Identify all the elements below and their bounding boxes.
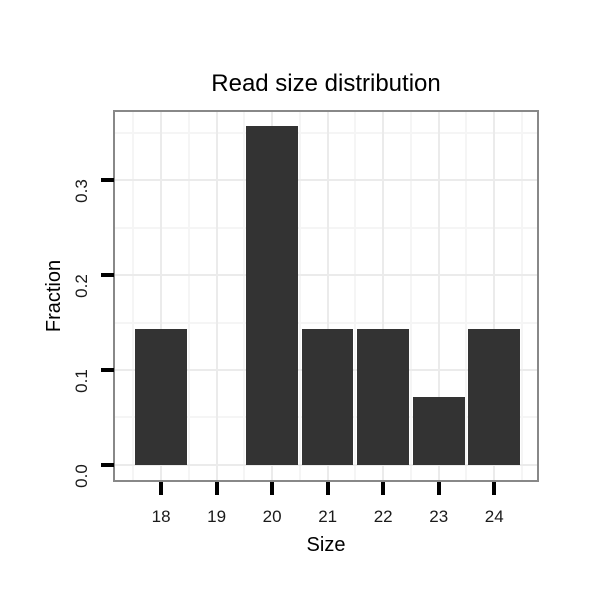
y-gridline-major [115,274,537,277]
x-tick-21 [325,482,330,495]
y-gridline-minor [115,131,537,134]
x-gridline-minor [243,112,246,480]
x-gridline-minor [521,112,523,480]
x-gridline-major [382,112,385,480]
bar-24 [468,329,521,465]
x-gridline-minor [132,112,135,480]
x-gridline-major [493,112,496,480]
bar-21 [301,329,354,465]
bar-18 [135,329,187,465]
x-gridline-major [326,112,329,480]
x-tick-label-23: 23 [429,507,449,526]
x-tick-label-18: 18 [151,507,171,526]
plot-panel [113,110,539,482]
x-axis-label: Size [306,534,346,556]
x-gridline-minor [298,112,301,480]
x-tick-24 [492,482,497,495]
x-tick-label-24: 24 [484,507,504,526]
x-tick-label-21: 21 [318,507,338,526]
x-gridline-minor [187,112,190,480]
y-tick-0.0 [101,462,114,467]
x-gridline-minor [354,112,357,480]
x-tick-18 [159,482,164,495]
x-gridline-minor [409,112,412,480]
y-gridline-minor [115,226,537,229]
y-tick-label-0.1: 0.1 [72,369,91,393]
x-tick-20 [270,482,275,495]
y-tick-0.1 [101,367,114,372]
x-tick-label-22: 22 [373,507,393,526]
y-axis-label: Fraction [43,259,65,333]
y-gridline-major [115,179,537,182]
bar-23 [412,397,465,465]
y-tick-0.3 [101,178,114,183]
y-gridline-major [115,463,537,466]
y-tick-label-0.2: 0.2 [72,274,91,298]
x-tick-label-19: 19 [207,507,227,526]
y-tick-label-0.3: 0.3 [72,179,91,204]
x-gridline-major [215,112,218,480]
x-tick-19 [214,482,219,495]
x-tick-label-20: 20 [262,507,282,526]
x-gridline-major [160,112,163,480]
y-tick-label-0.0: 0.0 [72,464,91,488]
chart-title: Read size distribution [211,70,441,97]
bar-20 [246,126,298,465]
bar-22 [357,329,409,465]
y-tick-0.2 [101,273,114,278]
x-tick-23 [436,482,441,495]
x-gridline-minor [465,112,468,480]
plot-area [115,112,537,480]
x-tick-22 [381,482,386,495]
y-gridline-minor [115,321,537,324]
x-gridline-major [437,112,440,480]
